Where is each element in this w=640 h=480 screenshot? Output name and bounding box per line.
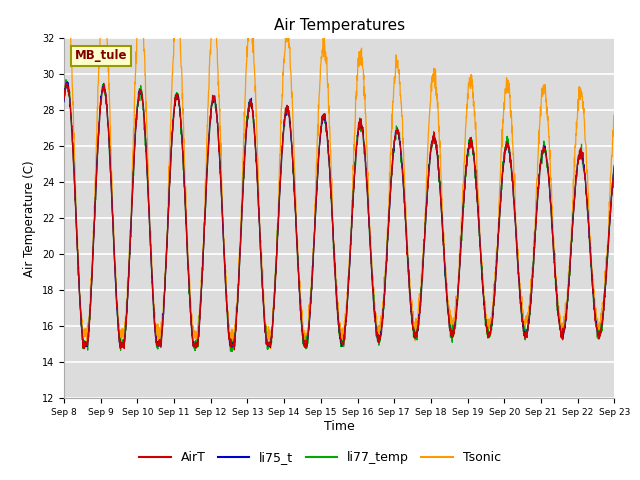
Text: MB_tule: MB_tule (75, 49, 127, 62)
Legend: AirT, li75_t, li77_temp, Tsonic: AirT, li75_t, li77_temp, Tsonic (134, 446, 506, 469)
X-axis label: Time: Time (324, 420, 355, 433)
Title: Air Temperatures: Air Temperatures (274, 18, 404, 33)
Y-axis label: Air Temperature (C): Air Temperature (C) (23, 160, 36, 276)
